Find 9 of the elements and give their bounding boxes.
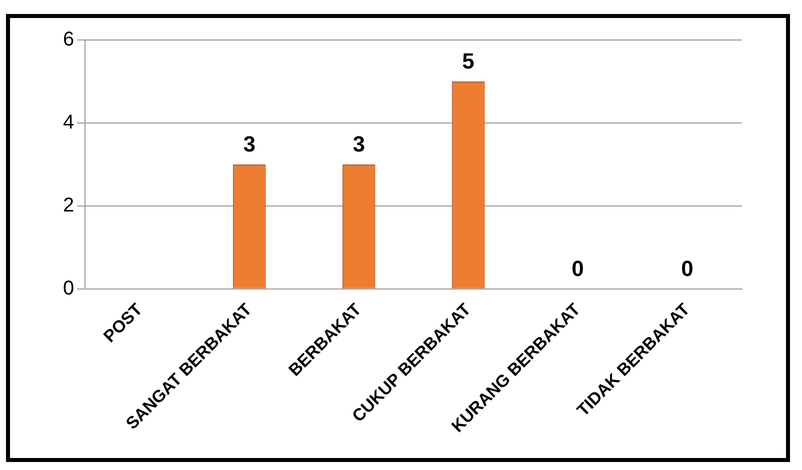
- y-tick-label: 2: [63, 194, 74, 216]
- data-label: 0: [572, 256, 584, 281]
- y-tick-label: 4: [63, 111, 74, 134]
- data-label: 3: [243, 132, 256, 157]
- y-tick-label: 6: [63, 28, 74, 51]
- data-label: 3: [352, 132, 365, 157]
- y-tick-label: 0: [63, 277, 74, 300]
- data-label: 0: [681, 256, 694, 281]
- data-label: 5: [462, 48, 474, 74]
